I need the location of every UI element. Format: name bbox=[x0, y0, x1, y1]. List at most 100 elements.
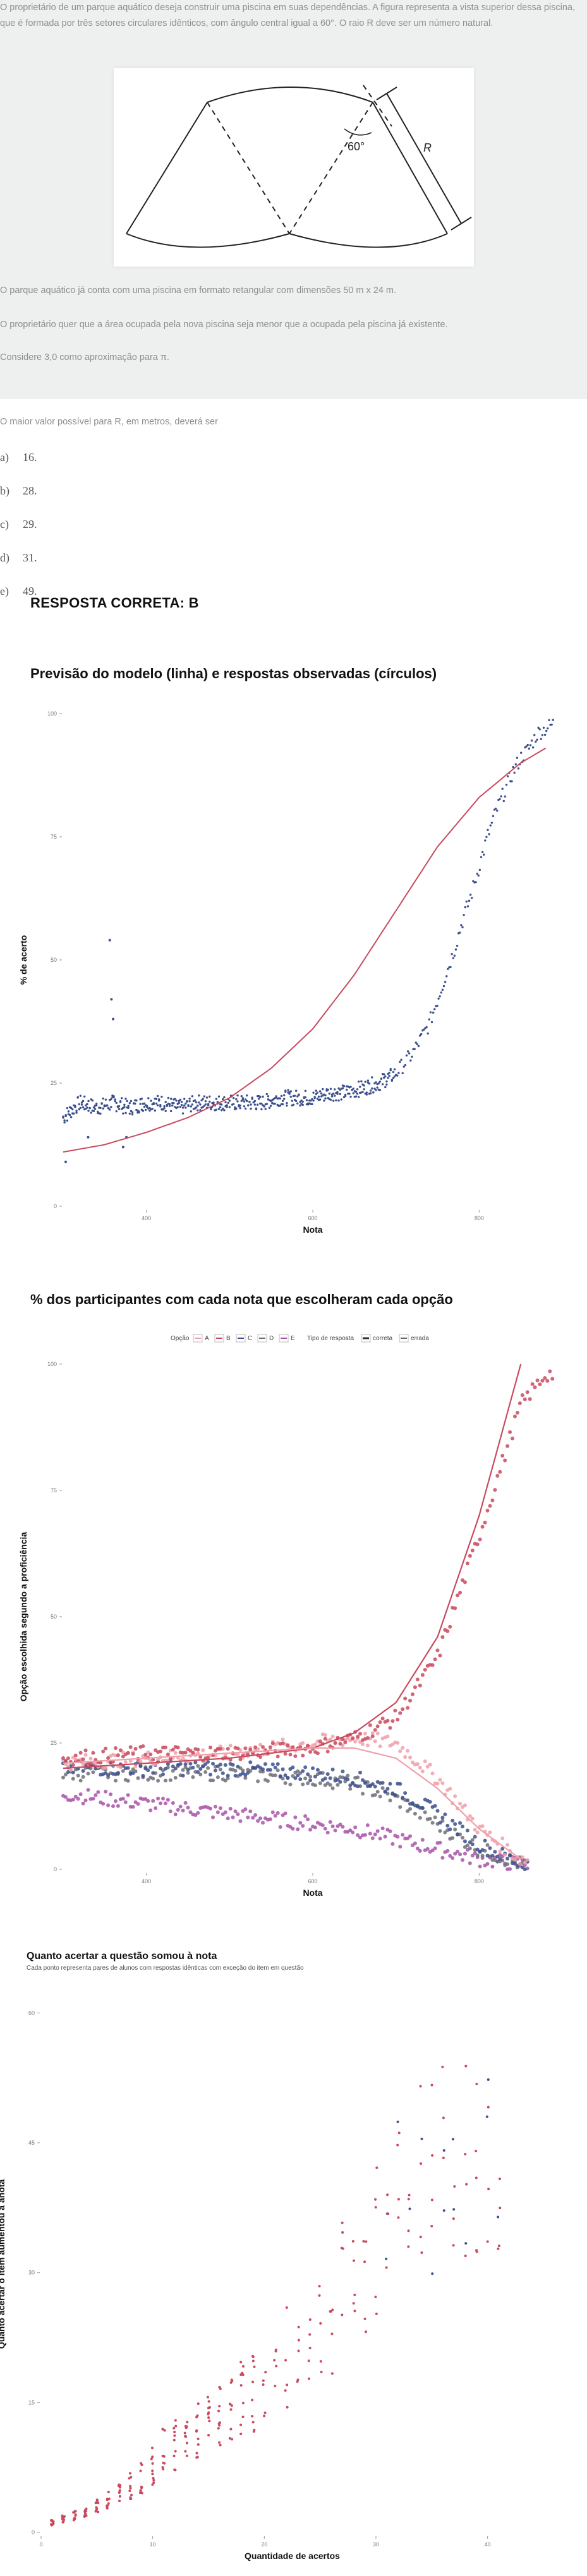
option-b-point bbox=[243, 1746, 248, 1751]
observed-point bbox=[179, 1105, 182, 1108]
observed-point bbox=[399, 1060, 401, 1063]
observed-point bbox=[485, 836, 488, 838]
option-c-point bbox=[463, 1839, 467, 1843]
option-b[interactable]: b) 28. bbox=[0, 484, 37, 497]
pair-point bbox=[130, 2497, 133, 2500]
observed-point bbox=[63, 1119, 66, 1122]
observed-point bbox=[104, 1098, 107, 1101]
option-e-point bbox=[463, 1852, 467, 1856]
option-c-point bbox=[470, 1842, 475, 1847]
pair-point bbox=[172, 2454, 176, 2457]
option-e-point bbox=[246, 1815, 250, 1819]
option-e-point bbox=[83, 1798, 88, 1802]
observed-point bbox=[516, 757, 519, 759]
pair-point bbox=[172, 2438, 176, 2441]
pair-point bbox=[385, 2266, 388, 2269]
observed-point bbox=[456, 944, 459, 947]
observed-point bbox=[164, 1101, 167, 1103]
option-e[interactable]: e) 49. bbox=[0, 585, 37, 597]
option-b-point bbox=[430, 1663, 435, 1667]
option-d-point bbox=[275, 1768, 280, 1773]
observed-point bbox=[540, 738, 542, 740]
observed-point bbox=[501, 788, 504, 790]
option-e-point bbox=[438, 1840, 442, 1845]
observed-point bbox=[150, 1099, 152, 1102]
option-c-point bbox=[483, 1838, 487, 1843]
option-c-point bbox=[81, 1769, 85, 1773]
option-e-point bbox=[178, 1804, 183, 1809]
option-b-point bbox=[396, 1717, 400, 1722]
pair-point bbox=[118, 2486, 121, 2489]
observed-point bbox=[131, 1113, 134, 1116]
pair-point bbox=[464, 2255, 467, 2258]
option-e-point bbox=[375, 1829, 380, 1833]
option-e-point bbox=[76, 1797, 80, 1801]
option-e-point bbox=[348, 1828, 353, 1833]
observed-point bbox=[293, 1094, 296, 1097]
observed-point bbox=[535, 740, 537, 743]
option-b-point bbox=[248, 1747, 253, 1752]
option-b-point bbox=[413, 1685, 417, 1689]
observed-point bbox=[250, 1103, 252, 1106]
observed-point bbox=[171, 1104, 174, 1107]
observed-point bbox=[118, 1105, 121, 1108]
option-d-point bbox=[343, 1779, 348, 1783]
pair-point bbox=[228, 2437, 231, 2440]
option-b-point bbox=[341, 1737, 345, 1742]
observed-point bbox=[496, 809, 499, 812]
option-d-point bbox=[215, 1775, 220, 1780]
observed-point bbox=[402, 1065, 406, 1068]
pair-point bbox=[340, 2246, 343, 2250]
pair-point bbox=[85, 2510, 88, 2513]
option-a-point bbox=[378, 1744, 382, 1749]
option-a[interactable]: a) 16. bbox=[0, 451, 37, 464]
observed-point bbox=[78, 1108, 80, 1111]
option-c-point bbox=[106, 1773, 111, 1777]
observed-point bbox=[409, 1059, 412, 1062]
option-d[interactable]: d) 31. bbox=[0, 551, 37, 564]
option-c-point bbox=[281, 1767, 285, 1771]
option-e-point bbox=[415, 1846, 420, 1850]
observed-point bbox=[155, 1102, 158, 1105]
option-e-point bbox=[291, 1826, 295, 1831]
observed-point bbox=[541, 734, 544, 736]
option-b-point bbox=[288, 1752, 293, 1757]
option-b-point bbox=[83, 1748, 88, 1752]
observed-point bbox=[316, 1098, 319, 1100]
observed-point bbox=[315, 1089, 317, 1092]
option-c-point bbox=[293, 1776, 298, 1780]
pair-point bbox=[486, 2240, 489, 2243]
option-d-point bbox=[168, 1778, 172, 1782]
observed-point bbox=[148, 1109, 151, 1112]
observed-point bbox=[318, 1098, 322, 1101]
option-d-point bbox=[301, 1782, 305, 1787]
option-a-point bbox=[173, 1751, 178, 1755]
observed-point bbox=[239, 1107, 241, 1110]
option-c-point bbox=[456, 1832, 460, 1836]
observed-point bbox=[305, 1099, 308, 1101]
option-d-point bbox=[265, 1779, 270, 1783]
option-e-point bbox=[253, 1813, 258, 1818]
outlier-point bbox=[108, 938, 111, 942]
observed-point bbox=[248, 1100, 251, 1103]
option-c-point bbox=[348, 1783, 353, 1788]
pair-point bbox=[420, 2137, 423, 2140]
observed-point bbox=[222, 1098, 224, 1101]
option-c-point bbox=[451, 1818, 455, 1823]
observed-point bbox=[252, 1101, 255, 1104]
model-line-a bbox=[63, 1747, 521, 1860]
observed-point bbox=[283, 1098, 286, 1100]
option-d-point bbox=[413, 1811, 417, 1816]
option-c-point bbox=[146, 1768, 150, 1773]
option-e-point bbox=[243, 1807, 248, 1811]
observed-point bbox=[235, 1098, 238, 1101]
pair-point bbox=[97, 2510, 100, 2513]
pair-point bbox=[262, 2379, 265, 2382]
option-c[interactable]: c) 29. bbox=[0, 518, 37, 530]
observed-point bbox=[440, 991, 442, 994]
option-b-point bbox=[351, 1736, 355, 1740]
observed-point bbox=[545, 729, 548, 733]
option-c-point bbox=[495, 1854, 500, 1859]
observed-point bbox=[110, 1106, 112, 1108]
option-e-point bbox=[113, 1799, 118, 1804]
